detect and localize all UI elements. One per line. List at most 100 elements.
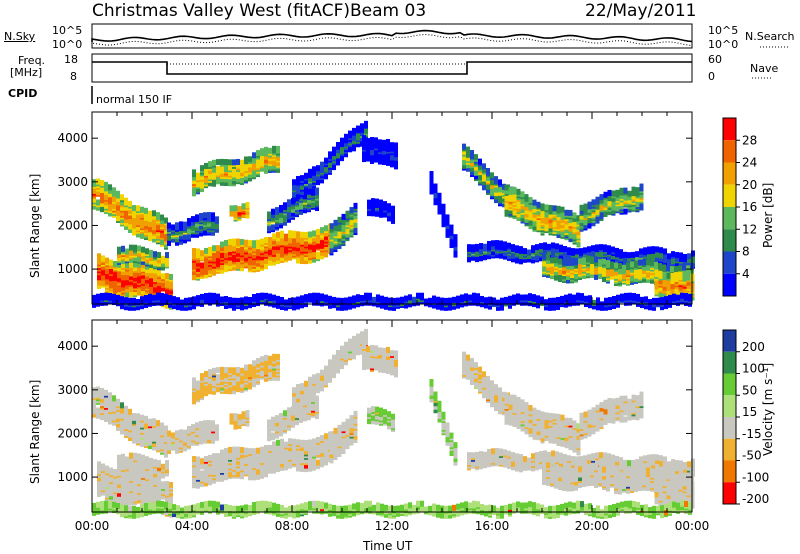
power-cell: [133, 282, 137, 289]
power-cell: [670, 281, 675, 288]
power-cell: [112, 196, 116, 203]
velocity-cell: [129, 494, 133, 501]
power-cell: [460, 294, 464, 301]
power-cell: [272, 159, 276, 166]
power-cell: [252, 259, 256, 266]
power-cell: [220, 241, 224, 248]
velocity-cell: [169, 490, 173, 497]
power-cell: [312, 235, 316, 242]
power-cell: [329, 240, 334, 247]
power-cell: [240, 249, 244, 256]
velocity-cell: [112, 398, 116, 405]
power-cell: [157, 257, 161, 264]
cpid-value: normal 150 IF: [96, 93, 173, 106]
velocity-cell: [203, 427, 207, 434]
power-cell: [204, 162, 208, 169]
velocity-cell: [192, 469, 196, 476]
nave-label: Nave: [750, 62, 779, 75]
power-cell: [658, 263, 662, 270]
power-cell: [211, 222, 215, 229]
velocity-cell: [212, 460, 216, 467]
power-cell: [596, 302, 600, 309]
power-cell: [486, 183, 490, 190]
velocity-cell: [199, 421, 203, 428]
power-cell: [554, 269, 558, 276]
power-cell: [687, 253, 691, 260]
power-cell: [333, 230, 338, 237]
power-cell: [157, 252, 161, 259]
power-cell: [144, 220, 148, 227]
velocity-cell: [191, 432, 195, 439]
velocity-cell: [125, 485, 129, 492]
power-cell: [555, 243, 559, 250]
power-cell: [345, 228, 350, 235]
power-cell: [292, 179, 296, 186]
velocity-cell: [101, 463, 105, 470]
velocity-cell: [211, 437, 215, 444]
power-cell: [144, 294, 148, 301]
power-cell: [611, 195, 616, 202]
power-cell: [196, 295, 200, 302]
power-cell: [378, 144, 382, 151]
power-cell: [268, 158, 272, 165]
power-cell: [394, 151, 398, 158]
power-cell: [503, 241, 507, 248]
power-cell: [614, 262, 618, 269]
power-cell: [320, 293, 324, 300]
power-cell: [387, 203, 391, 210]
power-cell: [275, 207, 279, 214]
power-cell: [284, 245, 288, 252]
power-cell: [611, 246, 615, 253]
power-cell: [520, 294, 524, 301]
power-cell: [304, 231, 308, 238]
power-cell: [520, 196, 525, 203]
power-cell: [590, 268, 594, 275]
power-cell: [236, 176, 240, 183]
power-cell: [627, 252, 631, 259]
power-cell: [104, 292, 108, 299]
power-cell: [587, 246, 591, 253]
power-cell: [256, 293, 260, 300]
power-cell: [498, 196, 502, 203]
power-cell: [156, 292, 160, 299]
velocity-cell: [121, 470, 125, 477]
power-cell: [644, 296, 648, 303]
power-cell: [436, 301, 440, 308]
velocity-cell: [96, 412, 100, 419]
power-cell: [663, 248, 667, 255]
power-cell: [552, 205, 557, 212]
power-cell: [563, 252, 567, 259]
power-cell: [568, 293, 572, 300]
power-cell: [504, 207, 509, 214]
power-cell: [520, 215, 525, 222]
power-cell: [579, 220, 584, 227]
power-cell: [128, 200, 132, 207]
power-cell: [200, 297, 204, 304]
power-cell: [149, 279, 153, 286]
power-cell: [556, 214, 561, 221]
velocity-cell: [160, 439, 164, 446]
power-cell: [498, 179, 502, 186]
power-cell: [164, 293, 168, 300]
velocity-cell: [191, 424, 195, 431]
velocity-cell: [164, 449, 168, 456]
power-cell: [468, 294, 472, 301]
velocity-cell: [212, 468, 216, 475]
velocity-cell: [200, 475, 204, 482]
power-cell: [141, 258, 145, 265]
power-cell: [264, 296, 268, 303]
power-cell: [678, 265, 682, 272]
power-cell: [615, 189, 620, 196]
power-cell: [524, 294, 528, 301]
power-cell: [602, 270, 606, 277]
power-cell: [607, 245, 611, 252]
velocity-cell: [133, 490, 137, 497]
power-cell: [100, 206, 104, 213]
power-cell: [220, 165, 224, 172]
power-cell: [129, 244, 133, 251]
power-cell: [109, 285, 113, 292]
power-cell: [622, 273, 626, 280]
power-cell: [582, 257, 586, 264]
velocity-cell: [133, 452, 137, 459]
velocity-cell: [204, 473, 208, 480]
